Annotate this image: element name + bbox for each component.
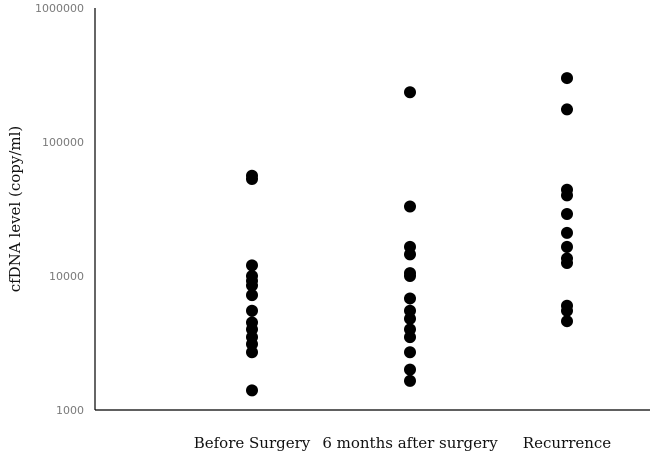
data-point <box>246 289 258 302</box>
data-point <box>404 331 416 344</box>
data-point <box>404 363 416 376</box>
data-point <box>404 86 416 99</box>
data-point <box>561 304 573 317</box>
data-point <box>246 279 258 292</box>
y-axis-label: cfDNA level (copy/ml) <box>6 126 24 293</box>
y-tick-label: 10000 <box>49 270 84 283</box>
data-points <box>246 72 573 397</box>
x-category-label: Before Surgery <box>194 434 311 452</box>
data-point <box>246 346 258 359</box>
data-point <box>561 103 573 116</box>
data-point <box>561 240 573 253</box>
data-point <box>561 226 573 239</box>
y-tick-label: 1000000 <box>35 2 84 15</box>
data-point <box>404 248 416 261</box>
data-point <box>404 292 416 305</box>
data-point <box>246 259 258 272</box>
x-category-label: 6 months after surgery <box>322 434 498 452</box>
data-point <box>561 208 573 221</box>
data-point <box>561 72 573 85</box>
y-axis-ticks: 1000 10000 100000 1000000 <box>35 2 84 417</box>
x-axis-categories: Before Surgery 6 months after surgery Recu… <box>194 434 612 452</box>
x-category-label: Recurrence <box>523 434 612 452</box>
data-point <box>561 315 573 328</box>
data-point <box>246 172 258 185</box>
data-point <box>404 346 416 359</box>
data-point <box>561 189 573 202</box>
data-point <box>404 270 416 282</box>
data-point <box>246 304 258 317</box>
data-point <box>561 257 573 270</box>
data-point <box>404 374 416 387</box>
y-tick-label: 100000 <box>42 136 84 149</box>
data-point <box>246 384 258 397</box>
data-point <box>404 200 416 213</box>
y-tick-label: 1000 <box>56 404 84 417</box>
data-point <box>404 312 416 325</box>
